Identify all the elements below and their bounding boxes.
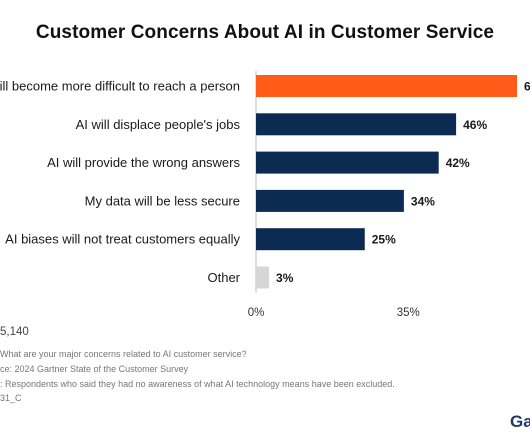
value-label-1: 46% [463,118,487,132]
footer-code: 31_C [0,393,22,403]
brand-logo: Ga [510,412,530,431]
category-label-3: My data will be less secure [85,193,240,208]
value-label-2: 42% [446,156,470,170]
category-label-5: Other [207,270,240,285]
value-label-4: 25% [372,233,396,247]
bar-0 [256,75,517,97]
category-label-1: AI will displace people's jobs [76,117,241,132]
bar-2 [256,151,439,174]
footer-note: : Respondents who said they had no aware… [0,379,395,389]
value-label-3: 34% [411,194,435,208]
footer-question: What are your major concerns related to … [0,349,247,359]
category-label-2: AI will provide the wrong answers [47,155,240,170]
footer-source: ce: 2024 Gartner State of the Customer S… [0,364,189,374]
category-label-4: AI biases will not treat customers equal… [5,232,240,247]
bar-4 [256,228,365,251]
x-tick-label-0: 0% [248,307,265,319]
value-label-5: 3% [276,271,294,285]
sample-size: 5,140 [0,326,29,338]
value-label-0: 60 [524,80,530,94]
category-label-0: will become more difficult to reach a pe… [0,79,240,94]
bar-5 [256,266,270,289]
bar-3 [256,189,404,212]
bar-1 [256,113,457,136]
chart-title: Customer Concerns About AI in Customer S… [35,22,495,43]
x-tick-label-1: 35% [397,307,420,319]
